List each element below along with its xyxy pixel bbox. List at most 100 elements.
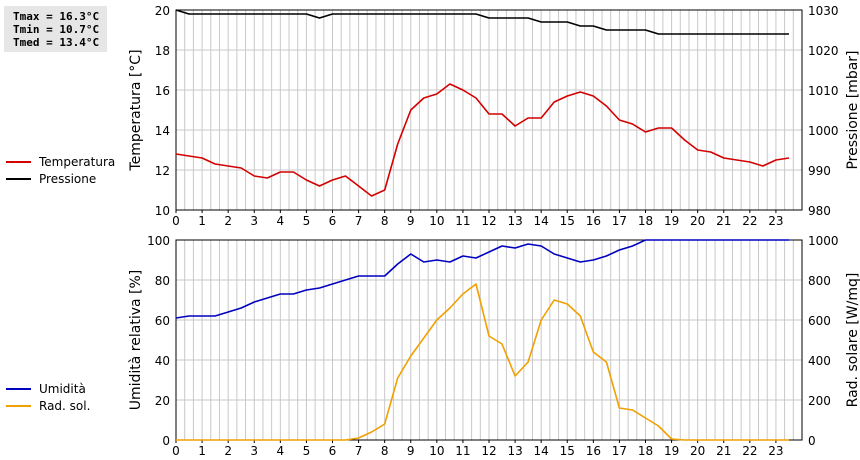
y-right-tick-label: 400 xyxy=(808,354,831,368)
y-right-tick-label: 990 xyxy=(808,164,831,178)
y-left-tick-label: 100 xyxy=(147,234,170,248)
x-tick-label: 8 xyxy=(381,444,389,458)
legend-item-radiation: Rad. sol. xyxy=(6,397,90,414)
y-right-tick-label: 1020 xyxy=(808,44,839,58)
x-tick-label: 11 xyxy=(455,444,470,458)
x-tick-label: 12 xyxy=(481,214,496,228)
tmax-value: Tmax = 16.3°C xyxy=(13,10,100,23)
y-right-tick-label: 200 xyxy=(808,394,831,408)
x-tick-label: 5 xyxy=(303,214,311,228)
legend-label-radiation: Rad. sol. xyxy=(39,398,91,413)
y-right-tick-label: 980 xyxy=(808,204,831,218)
x-tick-label: 23 xyxy=(768,214,783,228)
x-tick-label: 6 xyxy=(329,214,337,228)
x-tick-label: 6 xyxy=(329,444,337,458)
legend-label-pressure: Pressione xyxy=(39,171,97,186)
x-tick-label: 21 xyxy=(716,444,731,458)
x-tick-label: 1 xyxy=(198,444,206,458)
y-axis-title-right: Rad. solare [W/mq] xyxy=(845,273,860,408)
legend-bottom: Umidità Rad. sol. xyxy=(6,380,90,414)
x-tick-label: 13 xyxy=(507,214,522,228)
series-line-temperatura xyxy=(175,83,790,197)
x-tick-label: 19 xyxy=(664,444,679,458)
y-right-tick-label: 1010 xyxy=(808,84,839,98)
x-tick-label: 2 xyxy=(224,214,232,228)
panel-top: 0 1 2 3 4 5 6 7 8 9 10 11 12 13 14 15 16 17 18 19 20 21 22 2310… xyxy=(128,4,860,228)
y-axis-title-left: Umidità relativa [%] xyxy=(128,270,144,411)
series-line-pressione xyxy=(175,9,789,35)
y-right-tick-label: 1000 xyxy=(808,234,839,248)
x-tick-label: 22 xyxy=(742,444,757,458)
legend-top: Temperatura Pressione xyxy=(6,153,115,187)
y-right-tick-label: 0 xyxy=(808,434,816,448)
x-tick-label: 1 xyxy=(198,214,206,228)
panel-bottom: 0 1 2 3 4 5 6 7 8 9 10 11 12 13 14 15 16 17 18 19 20 21 22 2302… xyxy=(128,234,860,458)
x-tick-label: 9 xyxy=(407,444,415,458)
legend-label-temperature: Temperatura xyxy=(39,154,116,169)
x-tick-label: 23 xyxy=(768,444,783,458)
x-tick-label: 0 xyxy=(172,214,180,228)
series-line-rad-sol xyxy=(176,283,789,441)
tmin-value: Tmin = 10.7°C xyxy=(13,23,100,36)
x-tick-label: 21 xyxy=(716,214,731,228)
x-tick-label: 3 xyxy=(250,214,258,228)
legend-item-temperature: Temperatura xyxy=(6,153,115,170)
y-left-tick-label: 80 xyxy=(155,274,170,288)
x-tick-label: 13 xyxy=(507,444,522,458)
x-tick-label: 14 xyxy=(534,214,549,228)
y-axis-title-right: Pressione [mbar] xyxy=(845,50,860,169)
y-left-tick-label: 10 xyxy=(155,204,170,218)
y-left-tick-label: 12 xyxy=(155,164,170,178)
x-tick-label: 18 xyxy=(638,214,653,228)
x-tick-label: 2 xyxy=(224,444,232,458)
y-left-tick-label: 16 xyxy=(155,84,170,98)
y-right-tick-label: 1000 xyxy=(808,124,839,138)
x-tick-label: 11 xyxy=(455,214,470,228)
x-tick-label: 17 xyxy=(612,444,627,458)
x-tick-label: 4 xyxy=(277,214,285,228)
legend-swatch-temperature xyxy=(6,160,31,163)
x-tick-label: 16 xyxy=(586,214,601,228)
y-left-tick-label: 20 xyxy=(155,394,170,408)
x-tick-label: 3 xyxy=(250,444,258,458)
y-left-tick-label: 20 xyxy=(155,4,170,18)
legend-item-humidity: Umidità xyxy=(6,380,90,397)
x-tick-label: 9 xyxy=(407,214,415,228)
legend-swatch-humidity xyxy=(6,387,31,390)
y-left-tick-label: 18 xyxy=(155,44,170,58)
y-left-tick-label: 40 xyxy=(155,354,170,368)
x-tick-label: 4 xyxy=(277,444,285,458)
x-tick-label: 10 xyxy=(429,444,444,458)
x-tick-label: 15 xyxy=(560,444,575,458)
x-tick-label: 22 xyxy=(742,214,757,228)
x-tick-label: 15 xyxy=(560,214,575,228)
series-line-umidit xyxy=(175,239,789,319)
y-left-tick-label: 14 xyxy=(155,124,170,138)
x-tick-label: 20 xyxy=(690,444,705,458)
tmed-value: Tmed = 13.4°C xyxy=(13,36,100,49)
legend-item-pressure: Pressione xyxy=(6,170,115,187)
x-tick-label: 7 xyxy=(355,444,363,458)
x-tick-label: 18 xyxy=(638,444,653,458)
y-right-tick-label: 800 xyxy=(808,274,831,288)
legend-swatch-pressure xyxy=(6,177,31,180)
y-left-tick-label: 0 xyxy=(162,434,170,448)
y-right-tick-label: 1030 xyxy=(808,4,839,18)
x-tick-label: 5 xyxy=(303,444,311,458)
x-tick-label: 8 xyxy=(381,214,389,228)
x-tick-label: 0 xyxy=(172,444,180,458)
x-tick-label: 19 xyxy=(664,214,679,228)
x-tick-label: 10 xyxy=(429,214,444,228)
legend-swatch-radiation xyxy=(6,404,31,407)
x-tick-label: 20 xyxy=(690,214,705,228)
x-tick-label: 16 xyxy=(586,444,601,458)
y-axis-title-left: Temperatura [°C] xyxy=(128,49,144,171)
y-right-tick-label: 600 xyxy=(808,314,831,328)
x-tick-label: 17 xyxy=(612,214,627,228)
legend-label-humidity: Umidità xyxy=(39,381,86,396)
x-tick-label: 14 xyxy=(534,444,549,458)
stats-box: Tmax = 16.3°C Tmin = 10.7°C Tmed = 13.4°… xyxy=(4,6,107,52)
y-left-tick-label: 60 xyxy=(155,314,170,328)
x-tick-label: 12 xyxy=(481,444,496,458)
